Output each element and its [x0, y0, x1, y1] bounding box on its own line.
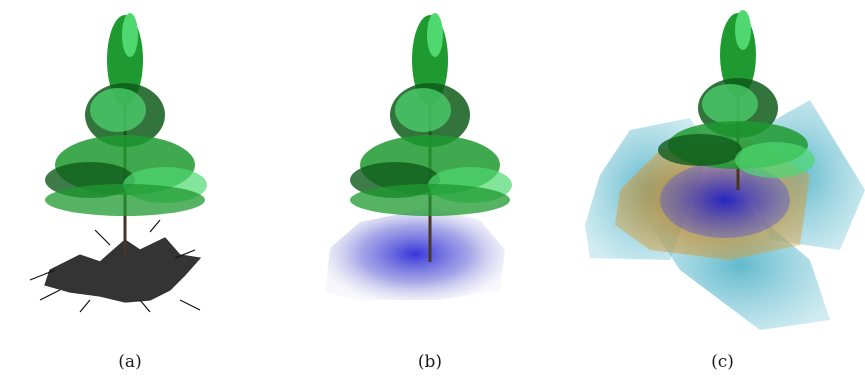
caption-a: (a) [118, 352, 142, 372]
tree-with-blue-volume-image [325, 13, 512, 300]
caption-c: (c) [711, 352, 734, 372]
panel-c: (c) [580, 0, 865, 383]
caption-b: (b) [417, 352, 443, 372]
tree-with-layered-volumes-image [585, 10, 865, 330]
foliage [658, 10, 815, 178]
foliage [350, 13, 512, 216]
panel-a: (a) [0, 0, 260, 383]
blue-volume [325, 208, 505, 300]
tree-with-shadow-image [29, 13, 207, 313]
foliage [45, 13, 207, 216]
ground-shadow [29, 219, 202, 313]
blue-core-volume [660, 162, 790, 238]
panel-b: (b) [300, 0, 560, 383]
